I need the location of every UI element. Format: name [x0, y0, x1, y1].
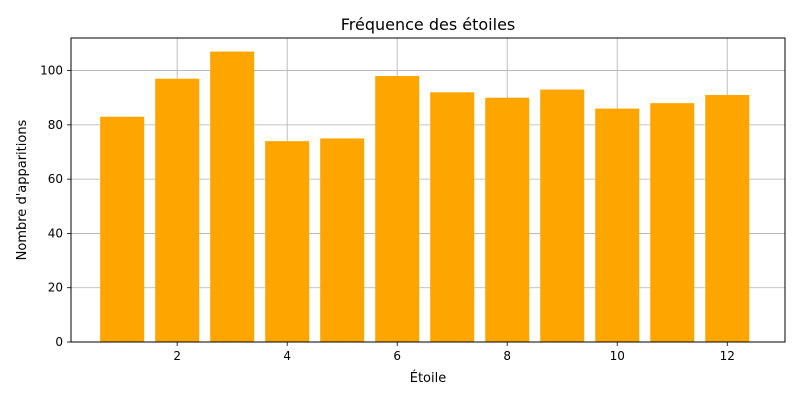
- y-tick-label: 20: [48, 281, 63, 295]
- x-tick-label: 2: [173, 349, 181, 363]
- bar-6: [375, 76, 420, 342]
- y-tick-label: 100: [40, 64, 63, 78]
- bar-11: [650, 103, 695, 343]
- bar-4: [265, 141, 310, 342]
- bar-7: [430, 92, 475, 343]
- plot-frame: [70, 37, 786, 343]
- bar-5: [320, 138, 365, 342]
- y-axis-label: Nombre d'apparitions: [15, 119, 30, 260]
- y-tick-label: 0: [55, 335, 63, 349]
- x-tick-label: 8: [503, 349, 511, 363]
- bars: [100, 51, 750, 343]
- bar-3: [210, 51, 255, 342]
- bar-1: [100, 116, 145, 342]
- bar-10: [595, 108, 640, 342]
- bar-9: [540, 89, 585, 342]
- x-tick-label: 6: [393, 349, 401, 363]
- y-tick-label: 40: [48, 226, 63, 240]
- x-axis-label: Étoile: [410, 370, 447, 386]
- y-tick-label: 60: [48, 172, 63, 186]
- chart-title: Fréquence des étoiles: [341, 15, 516, 34]
- bar-12: [705, 95, 750, 342]
- x-tick-label: 10: [610, 349, 625, 363]
- axes: 2 4 6 8 10 12 0 20 40 60 80 100: [40, 37, 786, 363]
- x-tick-label: 4: [283, 349, 291, 363]
- y-tick-label: 80: [48, 118, 63, 132]
- bar-8: [485, 97, 530, 342]
- x-tick-label: 12: [720, 349, 735, 363]
- bar-2: [155, 78, 200, 342]
